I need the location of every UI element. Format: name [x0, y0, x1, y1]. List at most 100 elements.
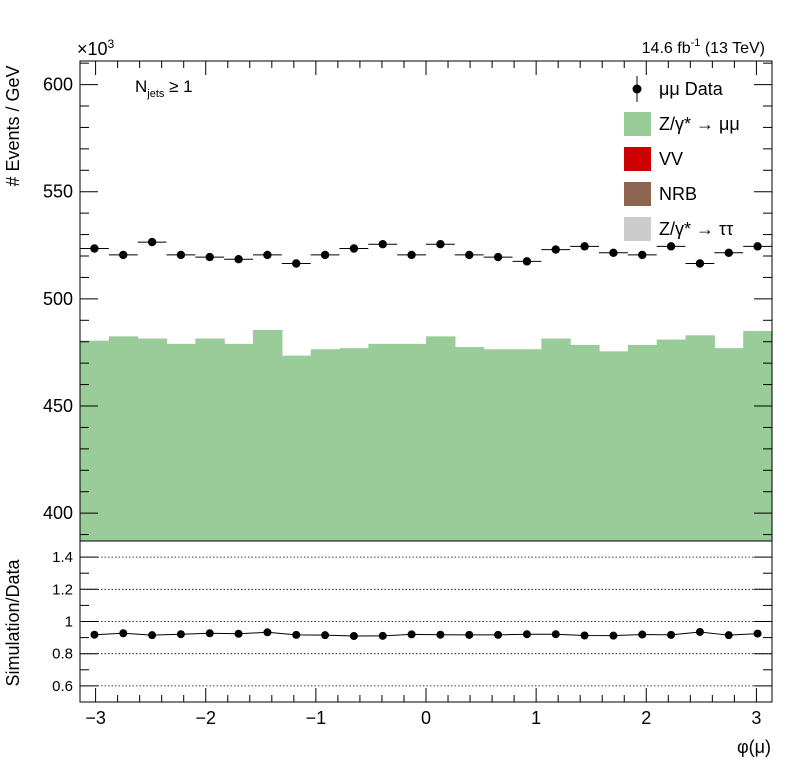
ratio-point: [667, 630, 676, 639]
ratio-y-tick-label: 0.8: [52, 646, 73, 663]
ratio-point: [436, 630, 445, 639]
mc-bar: [656, 339, 687, 541]
data-point: [80, 244, 109, 253]
mc-bar: [512, 349, 542, 541]
mc-bar: [454, 347, 485, 541]
ratio-point: [349, 631, 358, 640]
ratio-point: [148, 631, 157, 640]
ratio-point: [234, 629, 243, 638]
x-tick-label: −3: [85, 708, 106, 728]
ratio-y-tick-label: 1.4: [52, 549, 73, 566]
mc-bar: [224, 343, 254, 541]
y-multiplier: ×103: [77, 37, 115, 59]
data-point: [570, 242, 599, 251]
ratio-point: [378, 631, 387, 640]
ratio-axes: [79, 540, 773, 703]
ratio-point: [176, 630, 185, 639]
mc-bar: [743, 331, 773, 541]
x-tick-label: 2: [641, 708, 651, 728]
main-panel: 400 450 500 550 600: [43, 60, 773, 542]
ratio-point: [407, 630, 416, 639]
data-point: [627, 250, 657, 260]
data-point: [541, 245, 571, 254]
y-tick-label: 550: [43, 182, 73, 202]
mc-bar: [281, 355, 312, 541]
main-y-axis-label: # Events / GeV: [3, 65, 23, 186]
data-point: [281, 259, 311, 268]
legend-entry: Z/γ* → μμ: [624, 112, 740, 136]
data-point: [512, 257, 542, 266]
legend-entry: μμ Data: [632, 76, 724, 102]
data-point: [599, 248, 628, 257]
legend-entry: NRB: [624, 182, 697, 206]
x-tick-label: −1: [306, 708, 327, 728]
data-point: [137, 237, 167, 247]
x-tick-label: −2: [195, 708, 216, 728]
mc-bar: [108, 336, 139, 541]
mc-bar: [397, 343, 427, 541]
mc-bar: [714, 348, 744, 541]
svg-text:Z/γ* → μμ: Z/γ* → μμ: [659, 114, 740, 134]
selection-label: Njets ≥ 1: [135, 77, 193, 100]
mc-bar: [483, 349, 514, 541]
ratio-point: [465, 630, 474, 639]
data-point: [656, 242, 686, 251]
x-tick-labels: −3 −2 −1 0 1 2 3: [85, 708, 761, 728]
ratio-point: [263, 628, 272, 637]
data-points: [80, 237, 772, 268]
mc-bar: [339, 348, 369, 541]
ratio-point: [695, 627, 704, 636]
mc-bar: [195, 338, 225, 541]
ratio-panel: 0.6 0.8 1 1.2 1.4 −3 −2 −1 0 1 2 3: [52, 540, 773, 728]
ratio-points: [90, 627, 762, 640]
legend: μμ Data Z/γ* → μμ VV NRB Z/γ* → ττ: [624, 76, 740, 241]
luminosity-label: 14.6 fb-1 (13 TeV): [642, 37, 765, 57]
mc-bar: [80, 340, 110, 541]
ratio-point: [724, 631, 733, 640]
ratio-y-tick-label: 0.6: [52, 678, 73, 695]
data-point: [483, 252, 513, 262]
ratio-point: [522, 630, 531, 639]
ratio-point: [205, 629, 214, 638]
main-y-tick-labels: 400 450 500 550 600: [43, 75, 73, 524]
data-point: [426, 240, 455, 249]
x-axis-label: φ(μ): [737, 737, 771, 757]
x-tick-label: 1: [531, 708, 541, 728]
data-point: [714, 248, 744, 257]
y-tick-label: 400: [43, 503, 73, 523]
data-point: [339, 244, 369, 253]
ratio-y-tick-labels: 0.6 0.8 1 1.2 1.4: [52, 549, 73, 695]
mc-bar: [253, 329, 283, 541]
svg-text:μμ Data: μμ Data: [659, 79, 724, 99]
ratio-point: [494, 630, 503, 639]
data-point: [454, 250, 484, 260]
mc-bar: [599, 351, 629, 541]
mc-bar: [310, 349, 341, 541]
y-tick-label: 600: [43, 75, 73, 95]
svg-text:Z/γ* → ττ: Z/γ* → ττ: [659, 219, 733, 239]
main-axes: [79, 60, 773, 542]
mc-bar: [685, 335, 715, 541]
mc-bar: [137, 338, 168, 541]
ratio-point: [580, 631, 589, 640]
data-point: [108, 250, 138, 260]
mc-bar: [166, 343, 196, 541]
data-point: [368, 240, 398, 249]
data-point: [685, 259, 715, 268]
ratio-point: [551, 630, 560, 639]
svg-text:VV: VV: [659, 149, 683, 169]
data-point: [224, 255, 253, 264]
ratio-point: [90, 630, 99, 639]
x-tick-label: 0: [421, 708, 431, 728]
mc-histogram: [80, 329, 773, 541]
ratio-y-tick-label: 1: [65, 614, 73, 631]
data-point: [310, 250, 340, 260]
y-tick-label: 500: [43, 289, 73, 309]
ratio-point: [638, 630, 647, 639]
mc-bar: [368, 343, 398, 541]
ratio-point: [292, 630, 301, 639]
ratio-gridlines: [80, 556, 772, 687]
mc-bar: [627, 344, 658, 541]
ratio-point: [609, 631, 618, 640]
data-point: [397, 250, 426, 260]
